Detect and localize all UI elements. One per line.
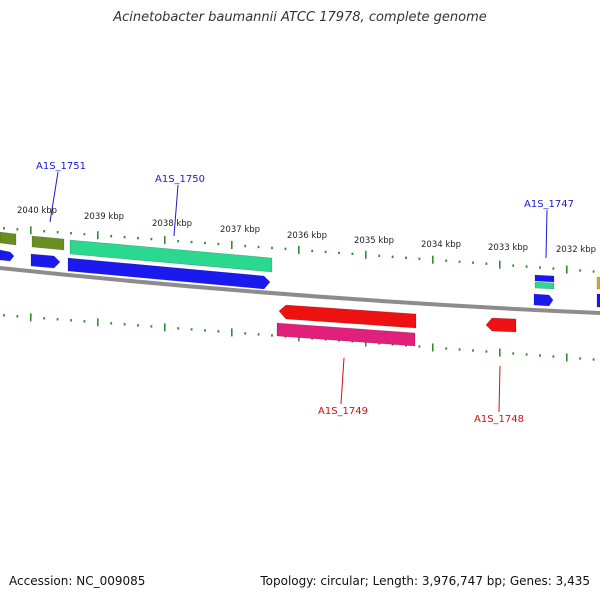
leader-a1s1748 <box>498 365 501 413</box>
kbp-label: 2036 kbp <box>287 231 327 241</box>
gene-arrow-red-1748 <box>485 317 517 333</box>
gene-block-blue-right <box>596 293 600 308</box>
gene-label-a1s1750[interactable]: A1S_1750 <box>155 174 205 185</box>
genome-backbone <box>0 266 600 315</box>
gene-arrow-blue-small <box>30 253 61 269</box>
kbp-labels: 2040 kbp 2039 kbp 2038 kbp 2037 kbp 2036… <box>17 206 596 255</box>
leader-a1s1750 <box>173 184 179 237</box>
gene-block-green-1747 <box>534 281 555 290</box>
gene-block-blue-1747 <box>534 274 555 283</box>
gene-label-a1s1747[interactable]: A1S_1747 <box>524 199 574 210</box>
kbp-label: 2038 kbp <box>152 219 192 229</box>
reverse-strand-features <box>276 304 517 347</box>
gene-arrow-blue-left <box>0 249 15 262</box>
leader-a1s1749 <box>340 357 345 405</box>
leader-a1s1751 <box>49 171 59 223</box>
gene-label-a1s1748[interactable]: A1S_1748 <box>474 414 524 425</box>
kbp-label: 2033 kbp <box>488 243 528 253</box>
gene-arrow-blue-1747 <box>533 293 554 307</box>
gene-block-green <box>69 239 273 273</box>
topology-text: Topology: circular; Length: 3,976,747 bp… <box>260 574 590 588</box>
kbp-label: 2032 kbp <box>556 245 596 255</box>
gene-block-olive <box>31 235 65 251</box>
forward-ticks <box>3 226 595 274</box>
leader-a1s1747 <box>545 209 548 259</box>
kbp-label: 2034 kbp <box>421 240 461 250</box>
gene-block-magenta <box>276 322 416 347</box>
label-leaders <box>49 171 548 413</box>
forward-strand-features <box>0 231 600 308</box>
kbp-label: 2035 kbp <box>354 236 394 246</box>
gene-arrow-blue-long <box>67 257 271 290</box>
gene-block-orange <box>596 276 600 290</box>
kbp-label: 2039 kbp <box>84 212 124 222</box>
kbp-label: 2037 kbp <box>220 225 260 235</box>
gene-label-a1s1751[interactable]: A1S_1751 <box>36 161 86 172</box>
gene-arrow-red-1749 <box>278 304 417 329</box>
genome-title: Acinetobacter baumannii ATCC 17978, comp… <box>113 10 487 25</box>
kbp-label: 2040 kbp <box>17 206 57 216</box>
accession-text: Accession: NC_009085 <box>9 574 146 588</box>
gene-block-olive-left <box>0 231 17 246</box>
gene-label-a1s1749[interactable]: A1S_1749 <box>318 406 368 417</box>
